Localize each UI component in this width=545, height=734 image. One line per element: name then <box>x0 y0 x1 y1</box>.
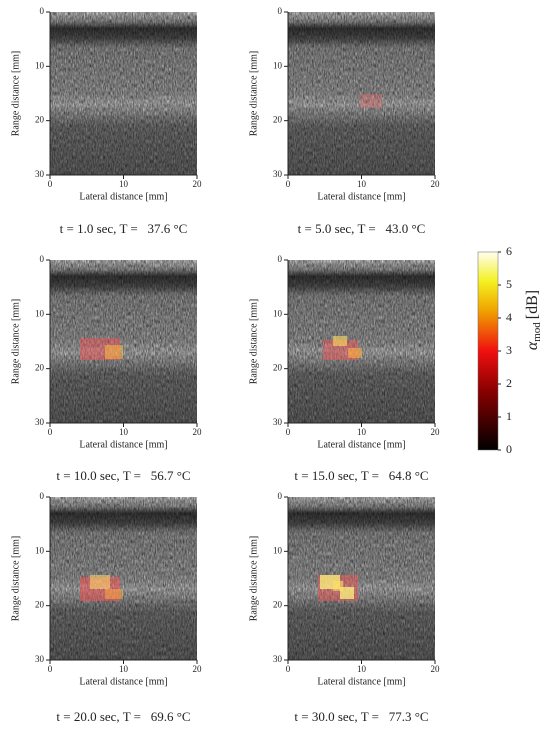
x-tick-label: 20 <box>193 179 203 189</box>
x-tick-label: 10 <box>357 179 367 189</box>
x-tick-label: 0 <box>286 427 291 437</box>
y-axis-label: Range distance [mm] <box>10 536 21 622</box>
caption: t = 20.0 sec, T = 69.6 °C <box>56 709 190 724</box>
y-tick-label: 0 <box>278 6 283 16</box>
x-tick-label: 0 <box>48 664 53 674</box>
y-axis-label: Range distance [mm] <box>248 536 259 622</box>
caption: t = 5.0 sec, T = 43.0 °C <box>298 221 426 236</box>
speckle <box>50 260 197 423</box>
colorbar-tick-label: 1 <box>506 409 512 423</box>
y-tick-label: 10 <box>35 545 45 555</box>
x-axis-label: Lateral distance [mm] <box>317 191 405 202</box>
x-tick-label: 20 <box>431 664 441 674</box>
colorbar-label: αmod [dB] <box>524 290 543 350</box>
heat-overlay <box>340 587 354 599</box>
y-tick-label: 0 <box>40 6 45 16</box>
x-tick-label: 10 <box>357 664 367 674</box>
x-axis-label: Lateral distance [mm] <box>79 676 167 687</box>
caption: t = 10.0 sec, T = 56.7 °C <box>56 468 190 483</box>
heat-overlay <box>333 581 343 591</box>
x-tick-label: 0 <box>286 179 291 189</box>
y-axis-label: Range distance [mm] <box>10 51 21 137</box>
x-tick-label: 20 <box>431 427 441 437</box>
colorbar-subscript: mod <box>531 322 543 342</box>
colorbar-unit: [dB] <box>524 290 541 319</box>
y-tick-label: 20 <box>273 363 283 373</box>
x-tick-label: 10 <box>357 427 367 437</box>
x-axis-label: Lateral distance [mm] <box>317 439 405 450</box>
y-axis-label: Range distance [mm] <box>248 51 259 137</box>
y-tick-label: 10 <box>273 545 283 555</box>
x-axis-label: Lateral distance [mm] <box>317 676 405 687</box>
y-tick-label: 20 <box>35 600 45 610</box>
caption: t = 15.0 sec, T = 64.8 °C <box>294 468 428 483</box>
y-tick-label: 30 <box>273 654 283 664</box>
y-tick-label: 0 <box>40 254 45 264</box>
heat-overlay <box>360 94 382 108</box>
y-tick-label: 20 <box>273 115 283 125</box>
y-tick-label: 30 <box>35 169 45 179</box>
x-tick-label: 20 <box>193 664 203 674</box>
y-axis-label: Range distance [mm] <box>10 299 21 385</box>
caption: t = 1.0 sec, T = 37.6 °C <box>60 221 188 236</box>
y-tick-label: 10 <box>273 60 283 70</box>
y-tick-label: 30 <box>273 417 283 427</box>
heat-overlay <box>105 345 123 359</box>
y-tick-label: 30 <box>35 654 45 664</box>
y-axis-label: Range distance [mm] <box>248 299 259 385</box>
y-tick-label: 20 <box>35 363 45 373</box>
x-tick-label: 0 <box>286 664 291 674</box>
colorbar-tick-label: 3 <box>506 343 512 357</box>
colorbar-tick-label: 6 <box>506 244 512 258</box>
x-tick-label: 10 <box>119 427 129 437</box>
colorbar-tick-label: 4 <box>506 310 512 324</box>
heat-overlay <box>348 348 362 358</box>
heat-overlay <box>90 575 110 589</box>
y-tick-label: 20 <box>35 115 45 125</box>
caption: t = 30.0 sec, T = 77.3 °C <box>294 709 428 724</box>
y-tick-label: 30 <box>273 169 283 179</box>
colorbar <box>477 251 499 451</box>
x-tick-label: 20 <box>193 427 203 437</box>
speckle <box>288 260 435 423</box>
y-tick-label: 10 <box>35 308 45 318</box>
colorbar-tick-label: 0 <box>506 442 512 456</box>
x-tick-label: 10 <box>119 179 129 189</box>
x-tick-label: 0 <box>48 427 53 437</box>
speckle <box>50 497 197 660</box>
y-tick-label: 20 <box>273 600 283 610</box>
y-tick-label: 10 <box>35 60 45 70</box>
heat-overlay <box>333 336 347 346</box>
speckle <box>288 497 435 660</box>
y-tick-label: 0 <box>278 254 283 264</box>
y-tick-label: 30 <box>35 417 45 427</box>
colorbar-tick-label: 2 <box>506 376 512 390</box>
colorbar-symbol: α <box>524 341 541 350</box>
speckle <box>50 12 197 175</box>
y-tick-label: 0 <box>40 491 45 501</box>
x-tick-label: 20 <box>431 179 441 189</box>
speckle <box>288 12 435 175</box>
y-tick-label: 10 <box>273 308 283 318</box>
x-tick-label: 10 <box>119 664 129 674</box>
heat-overlay <box>105 589 123 599</box>
colorbar-tick-label: 5 <box>506 277 512 291</box>
x-axis-label: Lateral distance [mm] <box>79 191 167 202</box>
x-axis-label: Lateral distance [mm] <box>79 439 167 450</box>
x-tick-label: 0 <box>48 179 53 189</box>
y-tick-label: 0 <box>278 491 283 501</box>
